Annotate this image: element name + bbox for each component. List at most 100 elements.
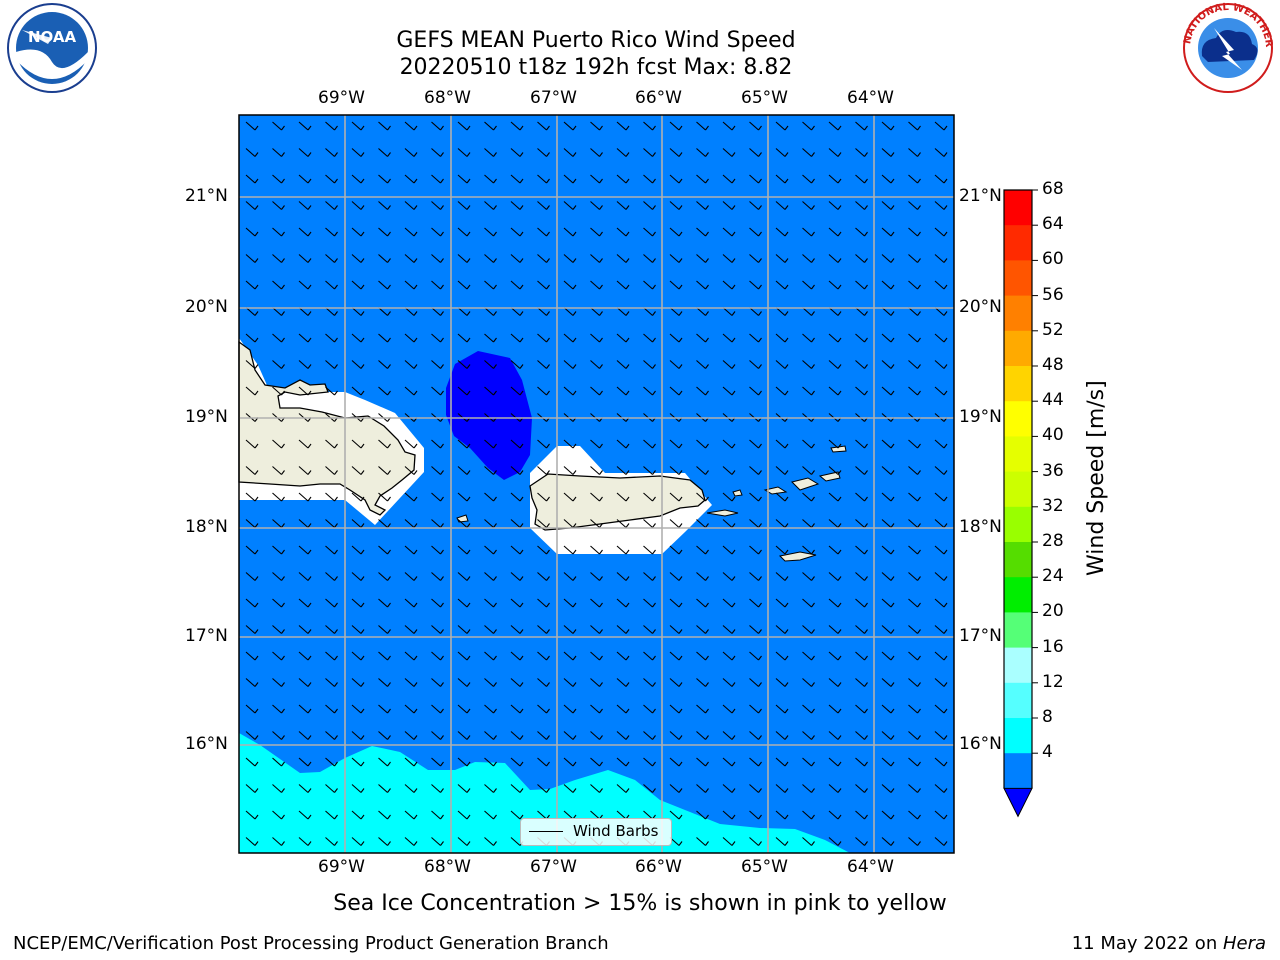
wind-barb	[590, 280, 603, 290]
wind-barb	[749, 466, 762, 475]
wind-barb	[775, 492, 789, 502]
wind-barb	[484, 254, 497, 263]
wind-barb	[325, 784, 338, 793]
wind-barb	[802, 625, 815, 634]
wind-barb	[457, 492, 471, 502]
wind-barb	[378, 333, 391, 343]
wind-barb	[457, 254, 471, 263]
wind-barb	[457, 148, 471, 157]
wind-barb	[881, 731, 895, 740]
wind-barb	[351, 810, 365, 820]
colorbar-segment	[1004, 471, 1032, 508]
wind-barb	[722, 678, 736, 687]
wind-barb	[457, 360, 471, 369]
wind-barb	[855, 227, 868, 237]
colorbar-tick-label: 20	[1042, 601, 1064, 622]
wind-barb	[378, 174, 391, 184]
wind-barb	[775, 837, 789, 846]
wind-barb	[272, 651, 285, 661]
wind-barb	[537, 307, 550, 316]
wind-barb	[908, 625, 921, 634]
wind-barb	[749, 254, 762, 263]
wind-barb	[669, 254, 683, 263]
wind-barb	[590, 360, 603, 369]
wind-barb	[934, 227, 948, 237]
colorbar-segment	[1004, 577, 1032, 613]
wind-barb	[484, 121, 497, 131]
wind-barb	[272, 678, 285, 687]
wind-barb	[563, 598, 577, 608]
wind-barb	[537, 784, 550, 793]
wind-barb	[722, 598, 736, 608]
wind-barb	[696, 148, 709, 157]
colorbar-segment	[1004, 366, 1032, 402]
wind-barb	[590, 254, 603, 263]
wind-barb	[616, 492, 630, 502]
wind-barb	[855, 280, 868, 290]
chart-subtitle: 20220510 t18z 192h fcst Max: 8.82	[399, 55, 793, 80]
wind-barb	[616, 731, 630, 740]
island-culebra	[732, 489, 743, 497]
wind-barb	[510, 757, 524, 767]
wind-barb	[855, 678, 868, 687]
footer-host: Hera	[1222, 933, 1266, 954]
wind-barb	[855, 837, 868, 846]
wind-barb	[643, 784, 656, 793]
wind-barb	[881, 227, 895, 237]
wind-barb	[828, 810, 842, 820]
wind-barb	[484, 280, 497, 290]
wind-barb	[908, 466, 921, 475]
wind-barb	[802, 572, 815, 581]
wind-barb	[510, 121, 524, 131]
nws-logo: NATIONAL WEATHER SERVICE	[1182, 2, 1274, 93]
noaa-logo: NOAA	[7, 3, 97, 93]
wind-barb	[457, 704, 471, 714]
wind-barb	[643, 280, 656, 290]
wind-barb	[590, 466, 603, 475]
wind-barb	[590, 307, 603, 316]
footer-right: 11 May 2022 on Hera	[1072, 933, 1266, 954]
wind-barb	[563, 466, 577, 475]
wind-barb	[378, 598, 391, 608]
wind-barb	[669, 227, 683, 237]
wind-barb	[325, 386, 338, 396]
wind-barb	[908, 201, 921, 210]
lon-label-top: 68°W	[424, 88, 471, 108]
wind-barb	[484, 174, 497, 184]
lat-label-left: 17°N	[185, 626, 228, 646]
wind-barb	[325, 678, 338, 687]
wind-barb	[934, 784, 948, 793]
wind-barb	[643, 307, 656, 316]
wind-barb	[404, 598, 418, 608]
wind-barb	[272, 731, 285, 740]
wind-barb	[351, 757, 365, 767]
wind-barb	[669, 386, 683, 396]
wind-barb	[669, 492, 683, 502]
wind-barb	[669, 148, 683, 157]
wind-barb	[669, 572, 683, 581]
wind-barb	[669, 810, 683, 820]
wind-barb	[749, 360, 762, 369]
colorbar-tick-label: 28	[1042, 531, 1064, 551]
wind-barb	[537, 148, 550, 157]
wind-barb	[934, 148, 948, 157]
lat-label-right: 18°N	[959, 517, 1002, 537]
wind-barb	[378, 572, 391, 581]
wind-barb	[828, 280, 842, 290]
wind-barb	[749, 810, 762, 820]
wind-barb	[325, 174, 338, 184]
wind-barb	[616, 280, 630, 290]
wind-barb	[696, 757, 709, 767]
wind-barb	[908, 333, 921, 343]
colorbar-tick-label: 12	[1042, 671, 1064, 692]
wind-barb	[590, 519, 603, 528]
wind-barbs-legend: Wind Barbs	[520, 818, 672, 846]
wind-barb	[881, 201, 895, 210]
wind-barb	[272, 519, 285, 528]
lon-label-bottom: 64°W	[847, 857, 894, 877]
wind-barb	[298, 572, 312, 581]
wind-barb	[908, 784, 921, 793]
wind-barb	[881, 572, 895, 581]
wind-barb	[669, 201, 683, 210]
wind-barb	[404, 386, 418, 396]
